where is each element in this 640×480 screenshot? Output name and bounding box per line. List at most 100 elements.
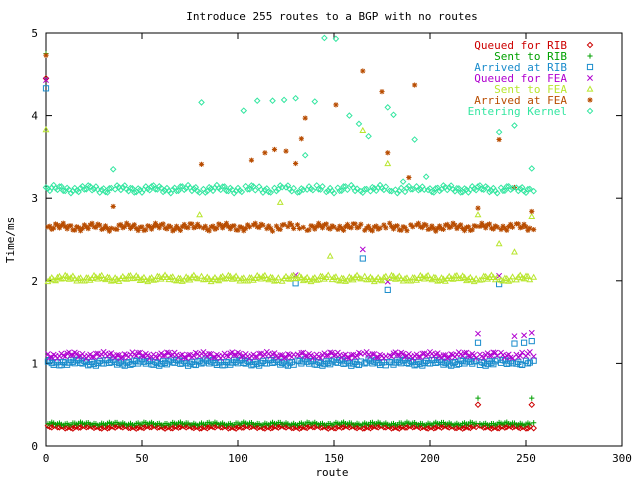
data-point [390, 272, 397, 279]
data-point [221, 275, 229, 282]
data-point [365, 223, 372, 229]
data-point [482, 362, 489, 369]
data-point [359, 246, 366, 253]
data-point [501, 187, 509, 195]
data-point [141, 227, 147, 234]
data-point [202, 223, 208, 229]
data-point [43, 77, 49, 84]
data-point [353, 185, 361, 192]
data-point [196, 189, 203, 196]
legend-label: Sent to FEA [494, 83, 567, 96]
data-point [151, 276, 159, 283]
x-tick-label: 150 [324, 452, 344, 465]
data-point [175, 187, 182, 195]
data-point [202, 356, 209, 363]
data-point [375, 360, 382, 367]
data-point [523, 224, 529, 230]
data-point [244, 277, 252, 284]
data-point [88, 186, 96, 194]
data-point [293, 160, 299, 167]
data-point [453, 184, 461, 192]
data-point [407, 277, 415, 284]
data-point [530, 353, 537, 360]
data-point [85, 362, 92, 369]
data-point [359, 255, 366, 262]
data-point [524, 424, 532, 432]
legend-label: Entering Kernel [468, 105, 567, 118]
data-point [309, 275, 317, 282]
data-point [72, 227, 78, 233]
data-point [419, 350, 426, 357]
data-point [190, 271, 198, 278]
data-point [269, 274, 277, 281]
data-point [147, 223, 153, 230]
data-point [381, 222, 387, 228]
data-point [308, 223, 314, 229]
y-tick-label: 0 [31, 440, 38, 453]
data-point [104, 424, 111, 432]
data-point [525, 227, 531, 233]
data-point [225, 223, 231, 230]
data-point [123, 275, 131, 282]
data-point [167, 273, 175, 280]
data-point [216, 221, 222, 227]
data-point [233, 352, 240, 359]
data-point [411, 274, 419, 281]
data-point [108, 225, 114, 231]
data-point [449, 275, 457, 282]
x-tick-label: 300 [612, 452, 632, 465]
data-point [502, 225, 508, 231]
data-point [507, 358, 514, 365]
data-point [154, 354, 161, 361]
data-point [69, 272, 77, 279]
data-point [156, 225, 162, 231]
y-tick-label: 1 [31, 357, 38, 370]
data-point [275, 424, 282, 431]
data-point [495, 128, 503, 136]
data-point [488, 359, 495, 366]
data-point [148, 183, 155, 190]
data-point [262, 150, 268, 156]
data-point [55, 272, 63, 279]
data-point [296, 425, 303, 432]
data-point [42, 126, 50, 133]
data-point [119, 183, 127, 191]
data-point [162, 225, 168, 231]
data-point [331, 224, 337, 230]
data-point [139, 224, 145, 230]
data-point [206, 360, 213, 367]
data-point [198, 360, 205, 367]
data-point [226, 272, 234, 279]
data-point [123, 359, 130, 366]
data-point [198, 99, 205, 106]
data-point [48, 354, 55, 361]
data-point [133, 225, 139, 232]
data-point [135, 349, 142, 356]
data-point [158, 222, 164, 228]
data-point [271, 146, 278, 153]
data-point [503, 274, 511, 282]
data-point [344, 358, 351, 365]
data-point [333, 102, 339, 108]
data-point [422, 272, 430, 280]
y-tick-label: 2 [31, 275, 38, 288]
data-point [411, 136, 418, 143]
data-point [172, 226, 178, 233]
data-point [98, 186, 105, 194]
data-point [219, 272, 227, 279]
data-point [378, 276, 386, 284]
data-point [229, 349, 236, 356]
data-point [395, 425, 403, 432]
data-point [125, 222, 132, 228]
data-point [317, 223, 324, 229]
data-point [308, 352, 314, 359]
data-point [85, 226, 91, 232]
data-point [107, 184, 115, 192]
data-point [469, 227, 475, 233]
data-point [63, 272, 71, 279]
data-point [323, 221, 329, 227]
data-point [185, 351, 192, 358]
data-point [260, 222, 266, 228]
data-point [328, 358, 336, 365]
data-point [290, 361, 297, 368]
